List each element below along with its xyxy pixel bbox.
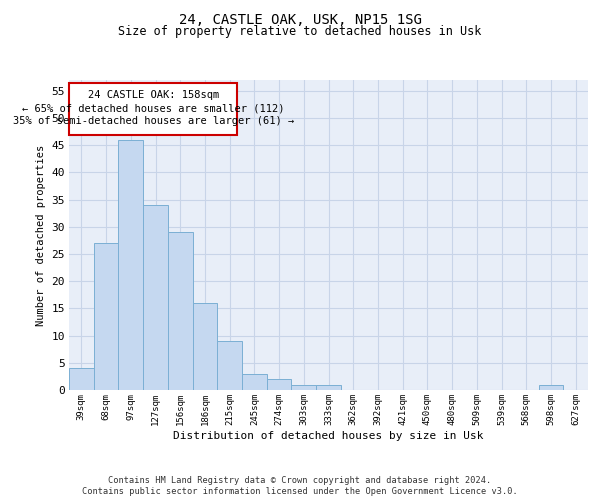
Bar <box>168 232 193 390</box>
Bar <box>94 243 118 390</box>
FancyBboxPatch shape <box>70 82 237 136</box>
Text: 35% of semi-detached houses are larger (61) →: 35% of semi-detached houses are larger (… <box>13 116 294 126</box>
Bar <box>267 379 292 390</box>
Bar <box>292 384 316 390</box>
Bar <box>69 368 94 390</box>
Text: Size of property relative to detached houses in Usk: Size of property relative to detached ho… <box>118 25 482 38</box>
Bar <box>316 384 341 390</box>
Text: Contains HM Land Registry data © Crown copyright and database right 2024.: Contains HM Land Registry data © Crown c… <box>109 476 491 485</box>
Text: Contains public sector information licensed under the Open Government Licence v3: Contains public sector information licen… <box>82 487 518 496</box>
Bar <box>143 205 168 390</box>
X-axis label: Distribution of detached houses by size in Usk: Distribution of detached houses by size … <box>173 430 484 440</box>
Text: 24 CASTLE OAK: 158sqm: 24 CASTLE OAK: 158sqm <box>88 90 219 101</box>
Text: ← 65% of detached houses are smaller (112): ← 65% of detached houses are smaller (11… <box>22 103 284 113</box>
Y-axis label: Number of detached properties: Number of detached properties <box>36 144 46 326</box>
Bar <box>193 303 217 390</box>
Text: 24, CASTLE OAK, USK, NP15 1SG: 24, CASTLE OAK, USK, NP15 1SG <box>179 12 421 26</box>
Bar <box>242 374 267 390</box>
Bar <box>217 341 242 390</box>
Bar <box>118 140 143 390</box>
Bar <box>539 384 563 390</box>
